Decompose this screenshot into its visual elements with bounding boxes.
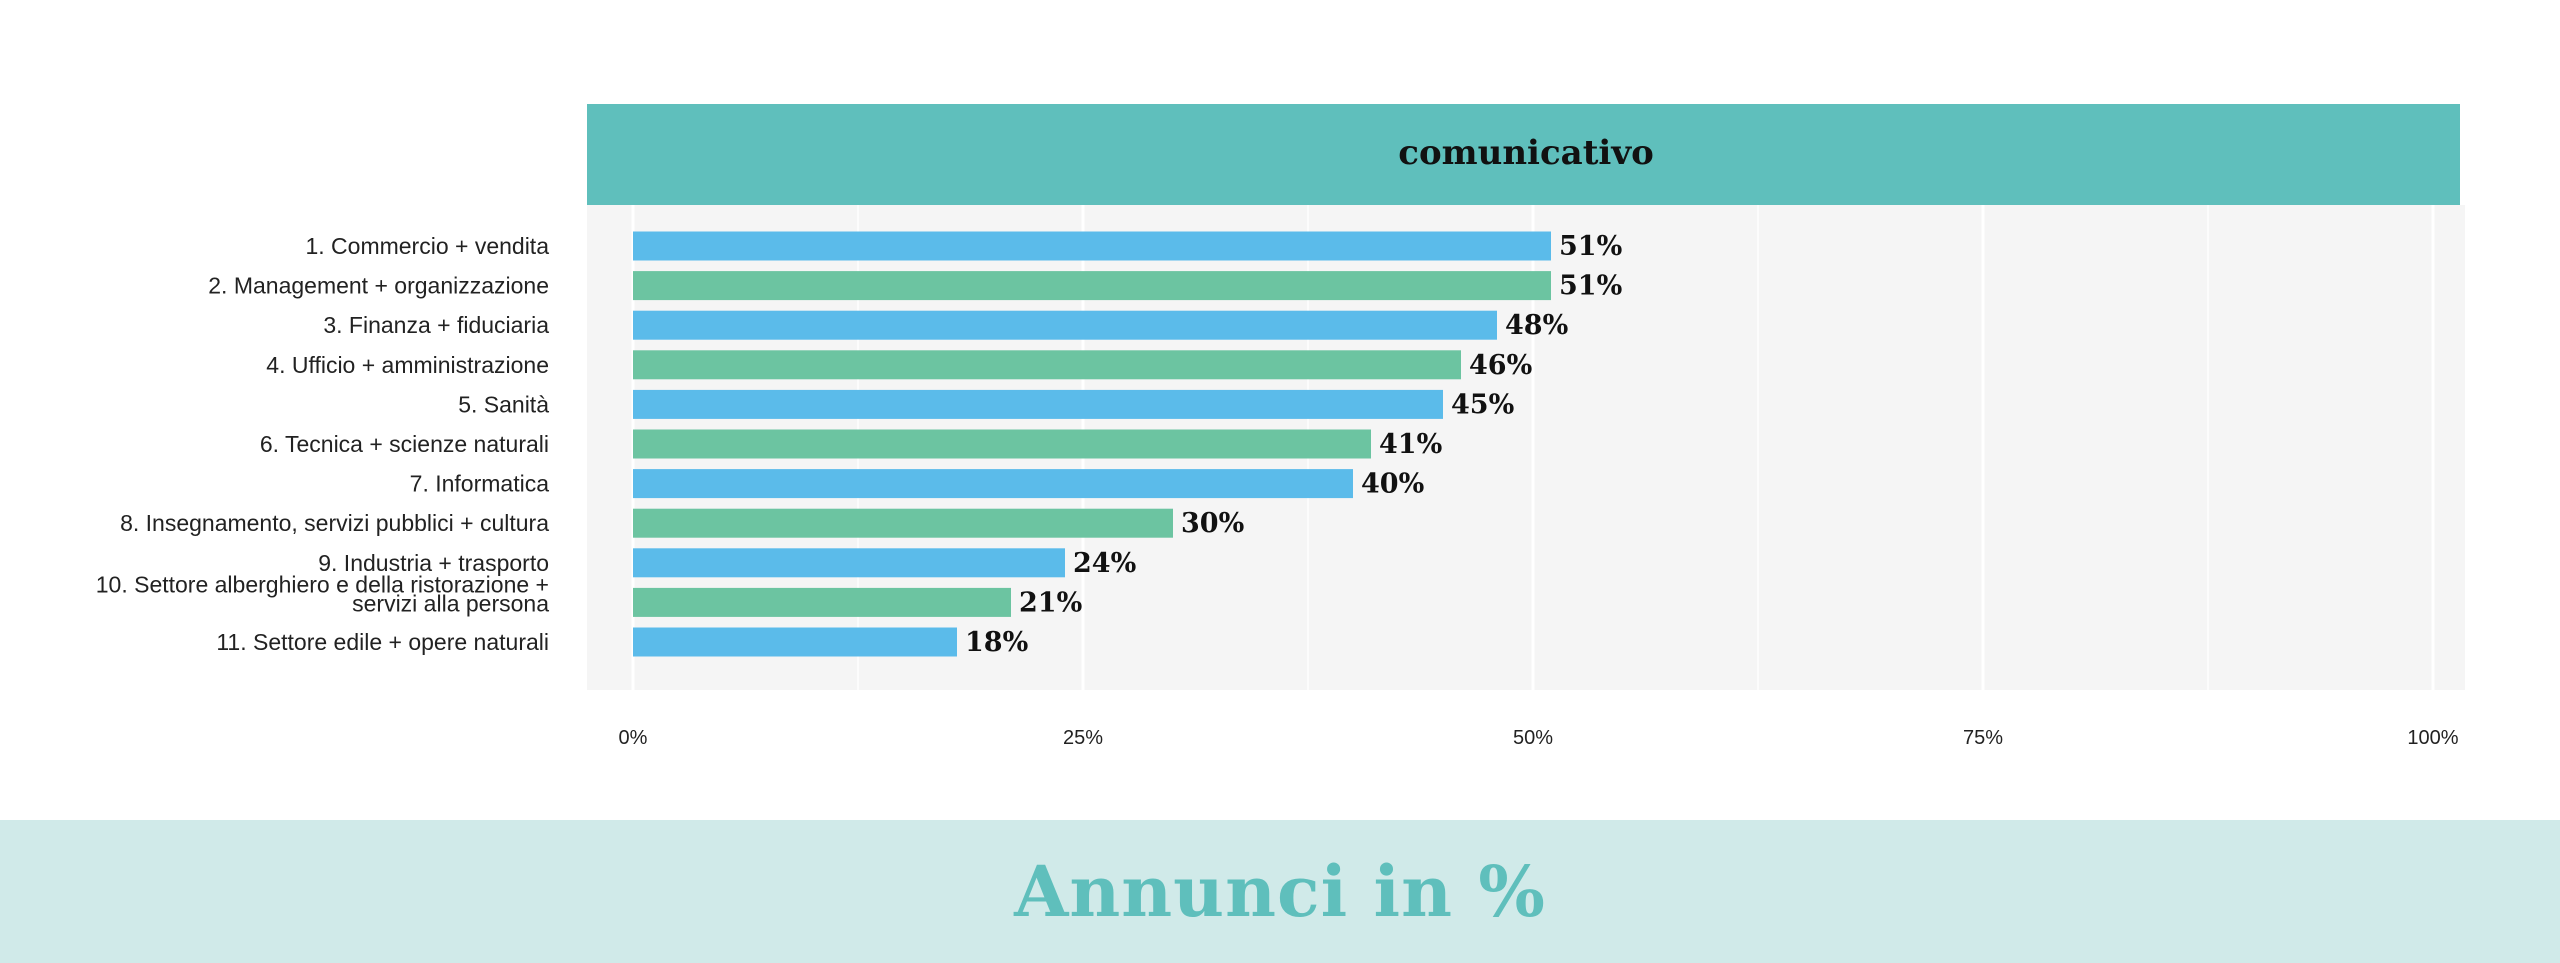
- bar-chart: comunicativo 1. Commercio + vendita 2. Ma…: [95, 104, 2460, 749]
- tick-label: 50%: [1513, 727, 1553, 749]
- value-label: 30%: [1181, 508, 1244, 539]
- category-label: 8. Insegnamento, servizi pubblici + cult…: [120, 510, 549, 536]
- category-label: 10. Settore alberghiero e della ristoraz…: [96, 571, 549, 616]
- bar: [633, 231, 1551, 261]
- bar: [633, 469, 1353, 499]
- category-label: 9. Industria + trasporto: [318, 550, 549, 576]
- bar: [633, 587, 1011, 617]
- chart-title: comunicativo: [1398, 133, 1654, 173]
- tick-label: 75%: [1963, 727, 2003, 749]
- bars: [633, 231, 1551, 657]
- footer-banner: Annunci in %: [0, 820, 2560, 963]
- bar: [633, 548, 1065, 578]
- footer-title: Annunci in %: [1014, 850, 1546, 933]
- value-labels: 51% 51% 48% 46% 45% 41% 40% 30% 24% 21% 18%: [965, 231, 1622, 658]
- value-label: 51%: [1559, 231, 1622, 262]
- bar: [633, 627, 957, 657]
- value-label: 40%: [1361, 469, 1424, 500]
- category-label: 3. Finanza + fiduciaria: [323, 312, 549, 338]
- bar: [633, 310, 1497, 340]
- category-label: 4. Ufficio + amministrazione: [266, 352, 549, 378]
- category-label: 11. Settore edile + opere naturali: [216, 629, 549, 655]
- bar: [633, 429, 1371, 459]
- value-label: 24%: [1073, 548, 1136, 579]
- value-label: 46%: [1469, 350, 1532, 381]
- tick-label: 0%: [619, 727, 648, 749]
- value-label: 18%: [965, 627, 1028, 658]
- bar: [633, 389, 1443, 419]
- value-label: 48%: [1505, 310, 1568, 341]
- category-label: 6. Tecnica + scienze naturali: [260, 431, 549, 457]
- tick-label: 25%: [1063, 727, 1103, 749]
- x-axis-ticks: 0% 25% 50% 75% 100%: [619, 727, 2459, 749]
- category-label: 1. Commercio + vendita: [305, 233, 549, 259]
- value-label: 45%: [1451, 389, 1514, 420]
- category-label: 2. Management + organizzazione: [208, 273, 549, 299]
- category-label: 7. Informatica: [410, 471, 550, 497]
- value-label: 51%: [1559, 271, 1622, 302]
- value-label: 21%: [1019, 587, 1082, 618]
- value-label: 41%: [1379, 429, 1442, 460]
- tick-label: 100%: [2407, 727, 2458, 749]
- bar: [633, 508, 1173, 538]
- bar: [633, 271, 1551, 301]
- bar: [633, 350, 1461, 380]
- category-labels: 1. Commercio + vendita 2. Management + or…: [96, 233, 549, 655]
- chart-header: [587, 104, 2460, 205]
- category-label: 5. Sanità: [458, 391, 549, 417]
